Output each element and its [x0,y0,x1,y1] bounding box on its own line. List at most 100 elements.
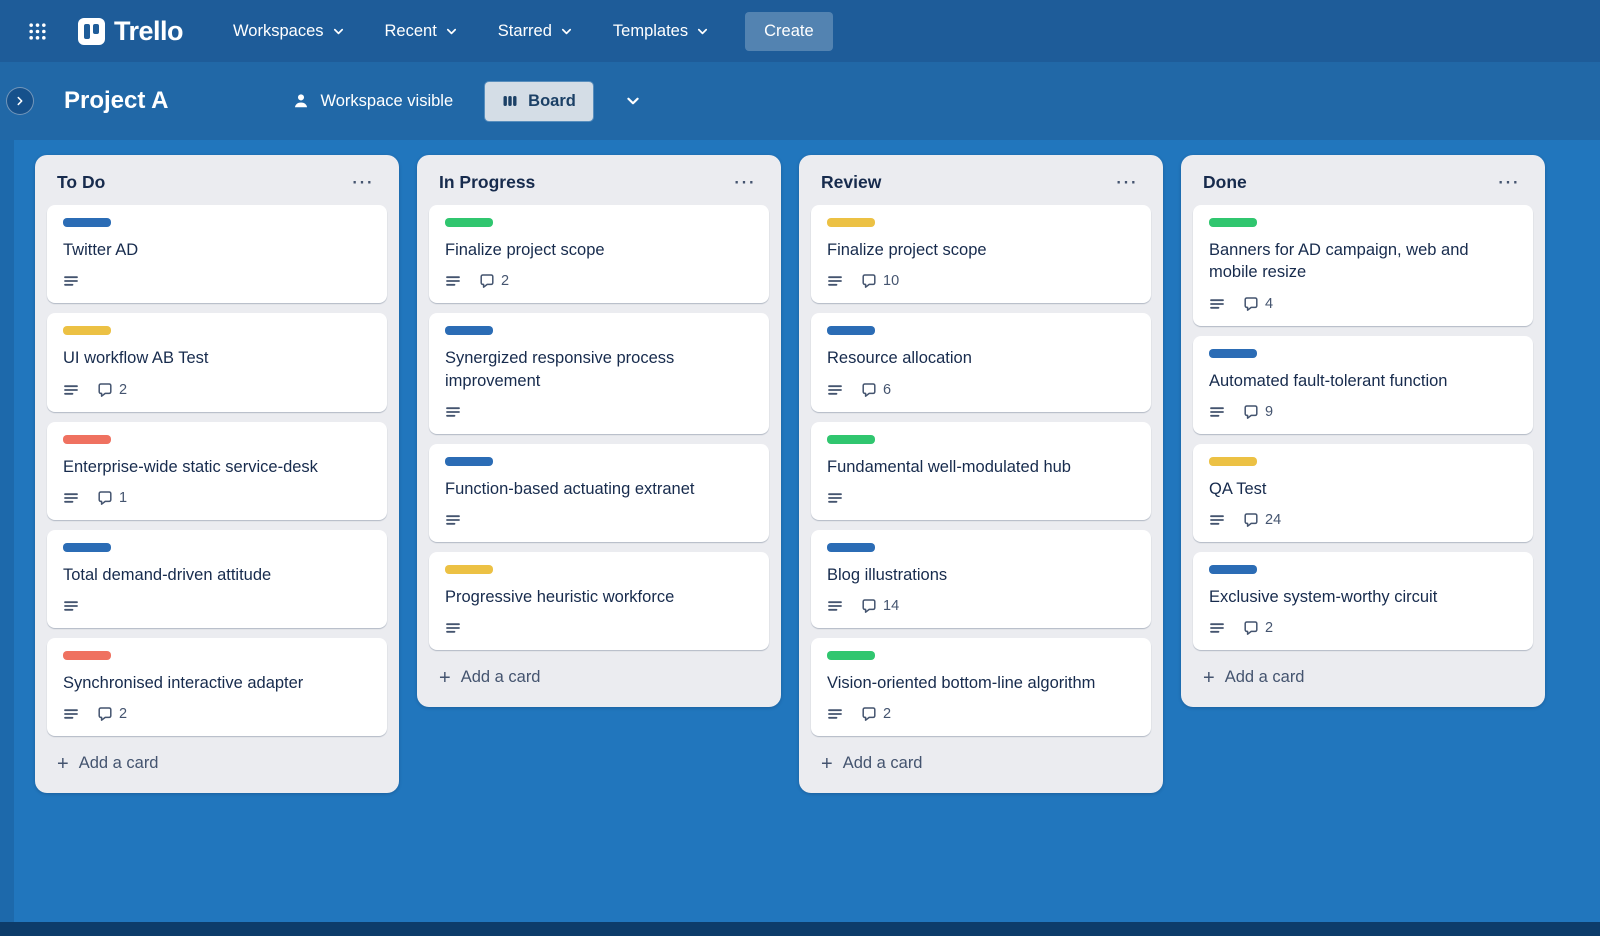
add-card-label: Add a card [842,754,923,773]
description-badge [445,512,461,528]
card[interactable]: Function-based actuating extranet [429,443,769,543]
description-badge [445,620,461,636]
card[interactable]: Exclusive system-worthy circuit 2 [1193,552,1533,651]
description-badge [445,404,461,420]
card-title: Automated fault-tolerant function [1209,371,1448,390]
plus-icon: + [821,752,833,775]
card-badges [445,403,753,421]
card-label [445,565,493,575]
card[interactable]: Fundamental well-modulated hub [811,421,1151,520]
add-card-button[interactable]: + Add a card [47,746,387,781]
add-card-button[interactable]: + Add a card [811,746,1151,781]
card-badges: 2 [1209,619,1517,637]
trello-logo[interactable]: Trello [78,16,184,47]
comment-count: 14 [883,598,900,615]
description-icon [1210,298,1224,309]
card-title: Blog illustrations [827,565,948,584]
description-icon [828,601,842,611]
board-view-icon [503,96,517,106]
card-title: Finalize project scope [827,241,987,259]
card[interactable]: Enterprise-wide static service-desk 1 [47,421,387,520]
card[interactable]: Resource allocation 6 [811,313,1151,412]
list-header: Review ⋯ [807,163,1155,205]
card[interactable]: Synergized responsive process improvemen… [429,313,769,434]
card-label [445,456,493,466]
card[interactable]: QA Test 24 [1193,443,1533,543]
description-badge [63,598,79,614]
comment-badge: 2 [1243,620,1273,636]
description-badge [1209,512,1225,528]
card[interactable]: Twitter AD [47,205,387,304]
comment-icon [862,707,876,722]
card-title: Resource allocation [827,349,972,368]
chevron-down-icon [446,28,456,34]
board-view-button[interactable]: Board [485,81,593,121]
card-label [827,326,875,336]
workspace-visibility-button[interactable]: Workspace visible [282,83,463,120]
sidebar-expand-button[interactable] [6,87,34,115]
comment-count: 2 [119,381,128,398]
nav-starred-button[interactable]: Starred [486,13,585,50]
card[interactable]: Finalize project scope 2 [429,205,769,304]
list-menu-button[interactable]: ⋯ [351,169,374,194]
comment-icon [1244,296,1258,311]
card-label [445,218,493,227]
card[interactable]: Synchronised interactive adapter 2 [47,638,387,737]
card[interactable]: UI workflow AB Test 2 [47,313,387,412]
description-icon [64,709,78,720]
bottom-strip [0,922,1600,936]
nav-workspaces-button[interactable]: Workspaces [221,13,356,50]
comment-icon [862,274,876,289]
card[interactable]: Progressive heuristic workforce [429,552,769,651]
comment-count: 2 [883,706,892,723]
comment-badge: 24 [1243,512,1281,528]
list-menu-button[interactable]: ⋯ [733,169,756,194]
comment-count: 9 [1265,403,1274,420]
board-views-chevron-button[interactable] [615,84,651,118]
card[interactable]: Total demand-driven attitude [47,529,387,629]
add-card-button[interactable]: + Add a card [429,660,769,695]
list-menu-button[interactable]: ⋯ [1497,169,1520,194]
nav-recent-button[interactable]: Recent [373,13,470,50]
description-badge [1209,296,1225,312]
comment-badge: 4 [1243,296,1273,312]
card[interactable]: Automated fault-tolerant function 9 [1193,335,1533,434]
collapsed-sidebar-strip[interactable] [0,62,14,922]
description-icon [64,384,78,395]
chevron-down-icon [627,97,639,105]
description-badge [63,706,79,722]
add-card-button[interactable]: + Add a card [1193,660,1533,695]
board-list: Done ⋯ Banners for AD campaign, web and … [1181,155,1545,708]
comment-badge: 1 [97,490,127,506]
description-icon [828,709,842,720]
comment-badge: 10 [861,273,899,289]
card[interactable]: Banners for AD campaign, web and mobile … [1193,205,1533,326]
list-menu-button[interactable]: ⋯ [1115,169,1138,194]
card-title: Progressive heuristic workforce [445,588,675,607]
card-badges: 24 [1209,511,1517,529]
board-title: Project A [64,87,169,114]
comment-icon [98,382,112,397]
list-title: Review [821,171,882,192]
comment-badge: 2 [97,382,127,398]
nav-templates-button[interactable]: Templates [601,13,721,50]
comment-icon [1244,621,1258,636]
description-badge [827,382,843,398]
list-title: In Progress [439,171,536,192]
comment-icon [862,599,876,614]
card-badges [63,597,371,615]
card[interactable]: Blog illustrations 14 [811,529,1151,629]
description-badge [1209,620,1225,636]
card-title: Synergized responsive process improvemen… [445,349,675,390]
create-button[interactable]: Create [745,11,833,51]
apps-grid-button[interactable] [18,12,56,50]
card-title: Finalize project scope [445,241,605,259]
card-label [827,218,875,227]
card-label [1209,456,1257,466]
card-title: UI workflow AB Test [63,349,209,368]
card[interactable]: Vision-oriented bottom-line algorithm 2 [811,638,1151,737]
list-header: Done ⋯ [1189,163,1537,205]
card-badges [445,511,753,529]
comment-badge: 2 [97,706,127,722]
card[interactable]: Finalize project scope 10 [811,205,1151,304]
